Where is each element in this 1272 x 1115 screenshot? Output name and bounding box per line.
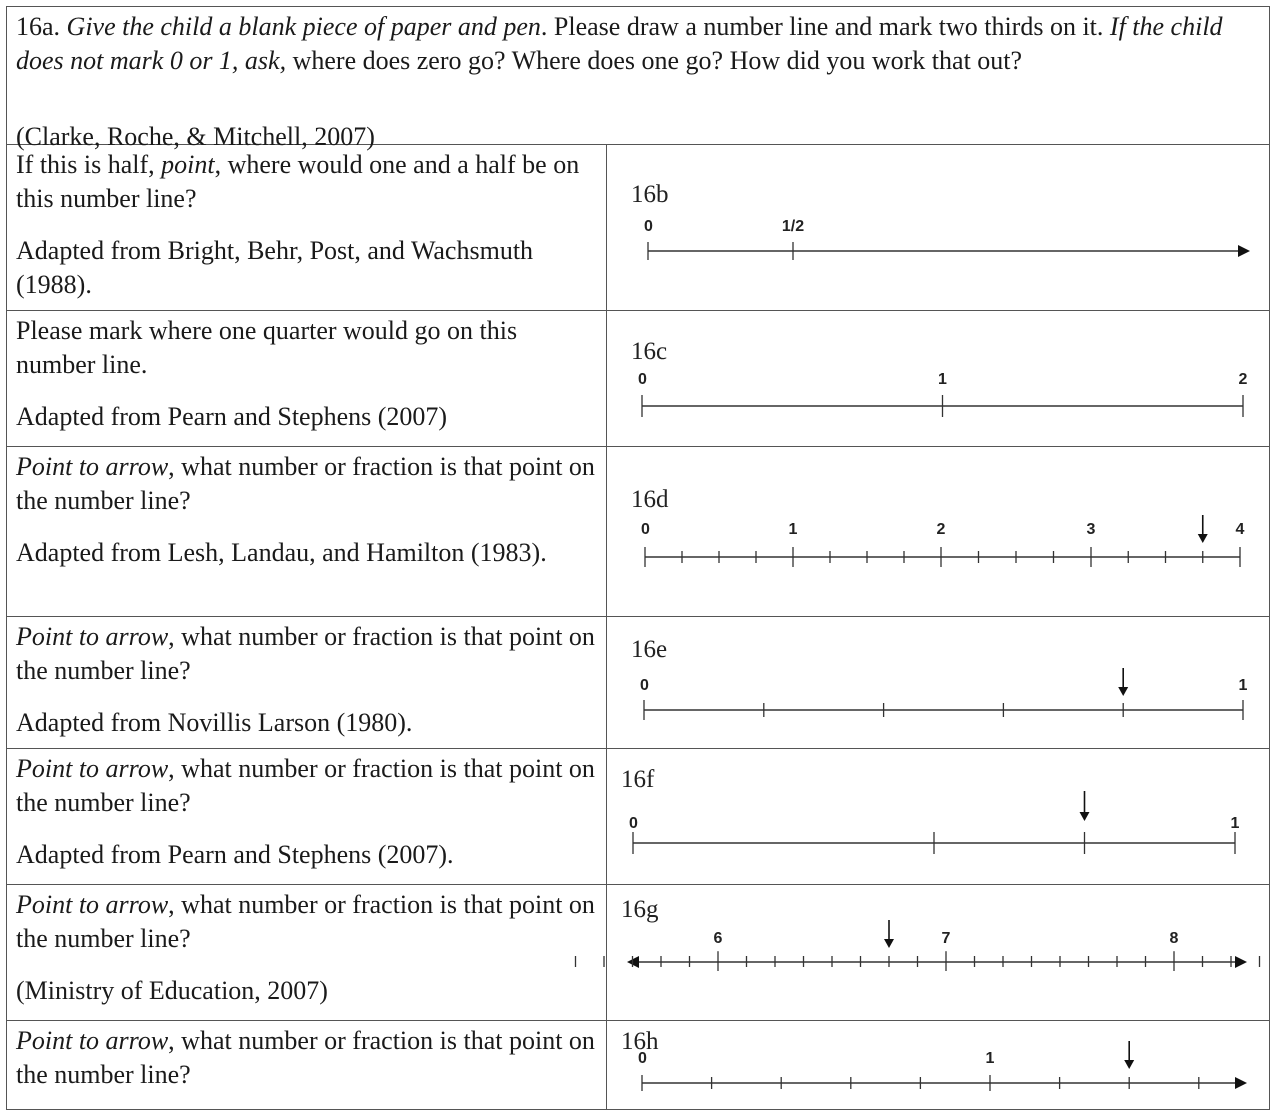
question-text: Point to arrow, what number or fraction … <box>16 754 595 817</box>
item-label: 16h <box>621 1028 659 1055</box>
intro-question: 16a. Give the child a blank piece of pap… <box>16 10 1262 78</box>
down-arrow-icon <box>884 939 894 948</box>
number-line-16g: 16g 6 7 8 <box>574 896 1261 971</box>
question-source: Adapted from Pearn and Stephens (2007). <box>16 840 454 869</box>
question-text: Please mark where one quarter would go o… <box>16 316 518 379</box>
question-cell-16f: Point to arrow, what number or fraction … <box>16 752 596 872</box>
instruction-italic: If the child does not mark 0 or 1, ask, <box>16 12 1223 75</box>
tick-label: 1/2 <box>782 218 804 235</box>
item-label: 16f <box>621 766 655 793</box>
question-cell-16b: If this is half, point, where would one … <box>16 148 596 302</box>
number-line-16e: 16e 0 1 <box>631 636 1248 720</box>
row-divider <box>6 310 1270 311</box>
tick-label: 0 <box>644 218 653 235</box>
question-source: Adapted from Bright, Behr, Post, and Wac… <box>16 236 534 299</box>
tick-label: 8 <box>1170 930 1179 947</box>
tick-label: 0 <box>638 1050 647 1067</box>
question-text: Point to arrow, what number or fraction … <box>16 622 595 685</box>
row-divider <box>6 144 1270 145</box>
instruction-italic: Give the child a blank piece of paper an… <box>66 12 541 41</box>
item-label: 16b <box>631 181 669 208</box>
tick-label: 0 <box>641 521 650 538</box>
tick-label: 1 <box>938 371 947 388</box>
row-divider <box>6 446 1270 447</box>
down-arrow-icon <box>1118 687 1129 696</box>
down-arrow-icon <box>1124 1060 1135 1069</box>
question-cell-16e: Point to arrow, what number or fraction … <box>16 620 596 740</box>
tick-label: 1 <box>986 1050 995 1067</box>
tick-label: 7 <box>942 930 951 947</box>
tick-label: 2 <box>937 521 946 538</box>
number-line-16d: 16d 0 1 2 3 4 <box>631 486 1245 567</box>
question-text: where does zero go? Where does one go? H… <box>286 46 1023 75</box>
question-cell-16d: Point to arrow, what number or fraction … <box>16 450 596 570</box>
question-text: Point to arrow, what number or fraction … <box>16 452 595 515</box>
tick-label: 1 <box>789 521 798 538</box>
number-line-16c: 16c 0 1 2 <box>631 338 1248 417</box>
question-source: Adapted from Lesh, Landau, and Hamilton … <box>16 538 547 567</box>
tick-label: 0 <box>629 815 638 832</box>
tick-label: 1 <box>1239 677 1248 694</box>
item-label: 16g <box>621 896 659 923</box>
tick-label: 4 <box>1236 521 1245 538</box>
question-text: Point to arrow, what number or fraction … <box>16 1026 595 1089</box>
question-source: Adapted from Novillis Larson (1980). <box>16 708 413 737</box>
row-divider <box>6 748 1270 749</box>
arrow-right-icon <box>1235 956 1247 968</box>
question-text: Point to arrow, what number or fraction … <box>16 890 595 953</box>
question-source: Adapted from Pearn and Stephens (2007) <box>16 402 448 431</box>
down-arrow-icon <box>1197 534 1208 543</box>
question-cell-16h: Point to arrow, what number or fraction … <box>16 1024 596 1092</box>
column-divider <box>606 144 607 1110</box>
row-divider <box>6 884 1270 885</box>
tick-label: 2 <box>1239 371 1248 388</box>
question-source: (Ministry of Education, 2007) <box>16 976 328 1005</box>
row-divider <box>6 616 1270 617</box>
number-line-16b: 16b 0 1/2 <box>631 181 1250 260</box>
question-cell-16g: Point to arrow, what number or fraction … <box>16 888 596 1008</box>
tick-label: 0 <box>640 677 649 694</box>
question-text: . Please draw a number line and mark two… <box>540 12 1104 41</box>
row-divider <box>6 1020 1270 1021</box>
item-label: 16c <box>631 338 667 365</box>
tick-label: 3 <box>1087 521 1096 538</box>
arrow-right-icon <box>1238 245 1250 257</box>
item-label: 16d <box>631 486 669 513</box>
question-text: If this is half, point, where would one … <box>16 150 580 213</box>
arrow-right-icon <box>1235 1077 1247 1089</box>
item-number: 16a. <box>16 12 61 41</box>
table-border <box>6 6 1270 1110</box>
tick-label: 0 <box>638 371 647 388</box>
tick-label: 6 <box>714 930 723 947</box>
tick-label: 1 <box>1231 815 1240 832</box>
number-line-16f: 16f 0 1 <box>621 766 1240 854</box>
intro-source: (Clarke, Roche, & Mitchell, 2007) <box>16 122 375 151</box>
item-label: 16e <box>631 636 667 663</box>
down-arrow-icon <box>1079 812 1090 821</box>
intro-cell: 16a. Give the child a blank piece of pap… <box>16 10 1262 154</box>
question-cell-16c: Please mark where one quarter would go o… <box>16 314 596 434</box>
